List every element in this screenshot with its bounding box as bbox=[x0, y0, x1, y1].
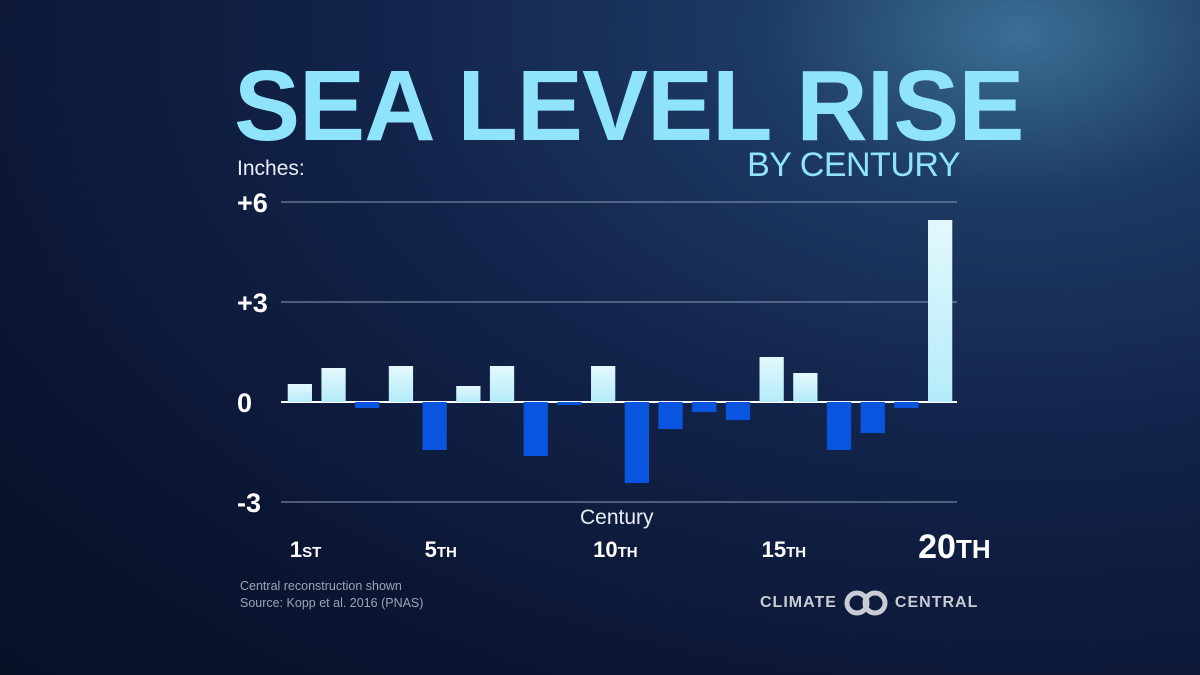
chart-subtitle: BY CENTURY bbox=[747, 146, 960, 184]
bar-11th bbox=[624, 402, 649, 483]
y-tick-label: +3 bbox=[237, 288, 268, 318]
bar-10th bbox=[591, 366, 616, 402]
bar-8th bbox=[523, 402, 548, 456]
bar-2nd bbox=[321, 368, 346, 402]
climate-central-logo: CLIMATE CENTRAL bbox=[760, 590, 978, 616]
bar-9th bbox=[557, 402, 582, 405]
bar-13th bbox=[692, 402, 717, 412]
x-tick-label: 20TH bbox=[918, 528, 991, 566]
bar-19th bbox=[894, 402, 919, 408]
y-tick-label: 0 bbox=[237, 388, 252, 418]
bar-17th bbox=[826, 402, 852, 450]
bar-14th bbox=[725, 402, 751, 420]
x-tick-label: 15TH bbox=[762, 537, 806, 562]
bar-6th bbox=[456, 386, 481, 402]
bar-18th bbox=[860, 402, 885, 433]
y-tick-label: +6 bbox=[237, 188, 268, 218]
bar-12th bbox=[658, 402, 683, 429]
x-tick-label: 1ST bbox=[290, 537, 321, 562]
bar-7th bbox=[489, 366, 515, 402]
bar-16th bbox=[793, 373, 818, 402]
bar-4th bbox=[388, 366, 414, 402]
bar-15th bbox=[759, 357, 784, 402]
y-axis-label: Inches: bbox=[237, 157, 305, 180]
logo-text-left: CLIMATE bbox=[760, 594, 837, 611]
bar-20th bbox=[928, 220, 953, 402]
logo-text-right: CENTRAL bbox=[894, 594, 979, 611]
x-axis-label: Century bbox=[580, 506, 654, 529]
x-tick-label: 10TH bbox=[593, 537, 637, 562]
y-tick-label: -3 bbox=[237, 488, 261, 518]
chart-title: SEA LEVEL RISE bbox=[234, 50, 1024, 162]
bar-5th bbox=[422, 402, 447, 450]
x-tick-label: 5TH bbox=[425, 537, 457, 562]
bar-1st bbox=[287, 384, 312, 402]
footnote: Central reconstruction shown bbox=[240, 579, 402, 593]
source-note: Source: Kopp et al. 2016 (PNAS) bbox=[240, 596, 424, 610]
logo-rings-icon bbox=[844, 590, 888, 616]
bar-3rd bbox=[355, 402, 380, 408]
